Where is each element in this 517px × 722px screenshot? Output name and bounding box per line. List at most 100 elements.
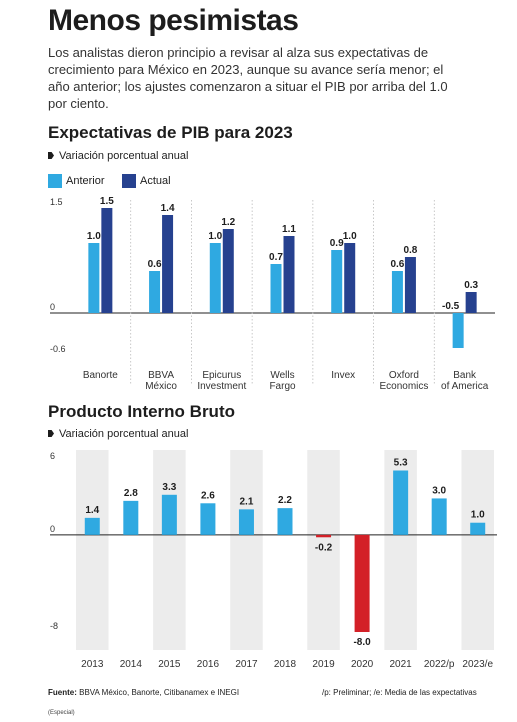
legend-swatch-anterior bbox=[48, 174, 62, 188]
chart1-bar-anterior bbox=[149, 271, 161, 313]
chart1-data-label: 1.1 bbox=[282, 224, 296, 235]
chart2-ytick-label: 6 bbox=[50, 451, 55, 461]
legend-label-actual: Actual bbox=[140, 175, 171, 187]
chart2-bar bbox=[393, 470, 409, 535]
source-note: Fuente: BBVA México, Banorte, Citibaname… bbox=[48, 688, 239, 697]
legend-anterior: Anterior bbox=[48, 174, 105, 188]
chart1-category-label: Bank bbox=[453, 370, 477, 381]
chart1-data-label: 1.4 bbox=[161, 203, 175, 214]
chart2-bar bbox=[470, 522, 486, 535]
chart1-bar-actual bbox=[344, 243, 356, 313]
chart2-bar bbox=[161, 494, 177, 535]
chart2-category-label: 2021 bbox=[390, 659, 413, 670]
chart1-data-label: 1.5 bbox=[100, 196, 114, 207]
legend-swatch-actual bbox=[122, 174, 136, 188]
page-title: Menos pesimistas bbox=[48, 4, 299, 37]
chart1-category-label: BBVA bbox=[148, 370, 174, 381]
chart1-ytick-label: 0 bbox=[50, 302, 55, 312]
chart2-bar bbox=[354, 534, 370, 632]
chart1-bar-actual bbox=[283, 236, 295, 313]
chart1-ytick-label: -0.6 bbox=[50, 344, 66, 354]
chart1-bar-anterior bbox=[88, 243, 100, 313]
chart2-ytick-label: -8 bbox=[50, 621, 58, 631]
chart2-band bbox=[76, 450, 109, 650]
chart2-data-label: 2.2 bbox=[278, 495, 292, 506]
chart2-bar bbox=[277, 508, 293, 535]
chart1-category-label: Fargo bbox=[269, 381, 296, 392]
chart2-data-label: 2.8 bbox=[124, 488, 138, 499]
chart2-data-label: -8.0 bbox=[353, 637, 371, 648]
chart2-band bbox=[153, 450, 186, 650]
chart1-bar-anterior bbox=[331, 250, 343, 313]
chart1-data-label: 0.6 bbox=[148, 259, 162, 270]
chart1-data-label: 1.0 bbox=[208, 231, 222, 242]
chart2-category-label: 2016 bbox=[197, 659, 220, 670]
chart2-category-label: 2017 bbox=[235, 659, 258, 670]
chart2-bar bbox=[84, 517, 100, 535]
chart1-category-label: Epicurus bbox=[202, 370, 241, 381]
chart1-data-label: 1.0 bbox=[87, 231, 101, 242]
chart1-bar-actual bbox=[162, 215, 174, 313]
chart1-bar-actual bbox=[101, 208, 113, 313]
chart2-category-label: 2014 bbox=[120, 659, 143, 670]
chart2-band bbox=[307, 450, 340, 650]
chart1-category-label: Investment bbox=[197, 381, 246, 392]
source-text: BBVA México, Banorte, Citibanamex e INEG… bbox=[79, 688, 240, 697]
chart2-category-label: 2022/p bbox=[424, 659, 455, 670]
chart1-bar-actual bbox=[465, 292, 477, 313]
chart1-bar-actual bbox=[222, 229, 234, 313]
chart2-category-label: 2013 bbox=[81, 659, 104, 670]
chart1-category-label: Wells bbox=[270, 370, 294, 381]
chart1-subtitle: Variación porcentual anual bbox=[48, 150, 188, 162]
chart1-bar-anterior bbox=[452, 313, 464, 348]
chart1-category-label: Banorte bbox=[83, 370, 118, 381]
chart2-data-label: 3.3 bbox=[162, 482, 176, 493]
chart1-data-label: 0.7 bbox=[269, 252, 283, 263]
chart1-category-label: México bbox=[145, 381, 177, 392]
chart2-data-label: 1.0 bbox=[471, 510, 485, 521]
chart2-band bbox=[230, 450, 263, 650]
chart1-data-label: -0.5 bbox=[442, 301, 460, 312]
chart2-title: Producto Interno Bruto bbox=[48, 402, 235, 421]
chart2-data-label: 5.3 bbox=[394, 458, 408, 469]
chart2-bar bbox=[200, 503, 216, 535]
chart2-category-label: 2023/e bbox=[462, 659, 493, 670]
chart2-data-label: 1.4 bbox=[85, 505, 99, 516]
chart1-category-label: Economics bbox=[379, 381, 428, 392]
chart2-category-label: 2020 bbox=[351, 659, 374, 670]
chart2-data-label: 3.0 bbox=[432, 485, 446, 496]
chart1-ytick-label: 1.5 bbox=[50, 197, 63, 207]
source-label: Fuente: bbox=[48, 688, 77, 697]
chart2-data-label: 2.1 bbox=[240, 496, 254, 507]
credit: (Especial) bbox=[48, 710, 75, 716]
chart1-data-label: 0.6 bbox=[390, 259, 404, 270]
footnotes: /p: Preliminar; /e: Media de las expecta… bbox=[322, 688, 477, 697]
chart1-bar-anterior bbox=[391, 271, 403, 313]
chart1-data-label: 0.3 bbox=[464, 280, 478, 291]
chart1-category-label: Invex bbox=[331, 370, 355, 381]
chart2-band bbox=[461, 450, 494, 650]
chart1-bar-actual bbox=[404, 257, 416, 313]
chart2-data-label: -0.2 bbox=[315, 542, 333, 553]
chart1-data-label: 1.2 bbox=[221, 217, 235, 228]
chart2-category-label: 2015 bbox=[158, 659, 181, 670]
chart1-bar-anterior bbox=[270, 264, 282, 313]
chart2-bar bbox=[123, 500, 139, 535]
chart1-category-label: of America bbox=[441, 381, 489, 392]
chart2-data-label: 2.6 bbox=[201, 490, 215, 501]
chart2-subtitle: Variación porcentual anual bbox=[48, 428, 188, 440]
chart1-data-label: 0.8 bbox=[403, 245, 417, 256]
chart2-bar bbox=[431, 498, 447, 535]
legend-actual: Actual bbox=[122, 174, 171, 188]
chart1-data-label: 0.9 bbox=[330, 238, 344, 249]
chart1-title: Expectativas de PIB para 2023 bbox=[48, 123, 293, 142]
chart1-category-label: Oxford bbox=[389, 370, 419, 381]
chart2-bar bbox=[316, 534, 332, 538]
chart2-category-label: 2019 bbox=[312, 659, 335, 670]
chart2-bar bbox=[238, 509, 254, 535]
legend-label-anterior: Anterior bbox=[66, 175, 105, 187]
chart2-category-label: 2018 bbox=[274, 659, 297, 670]
chart1-data-label: 1.0 bbox=[343, 231, 357, 242]
